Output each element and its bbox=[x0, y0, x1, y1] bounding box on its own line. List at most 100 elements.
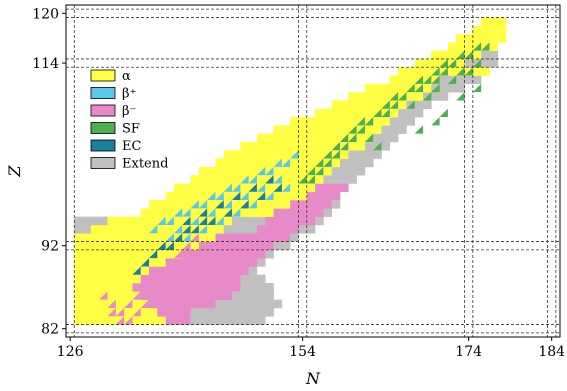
overlay-triangle-sf bbox=[306, 175, 316, 184]
nuclide-cell-alpha bbox=[74, 241, 200, 251]
overlay-triangle-bplus bbox=[173, 208, 183, 217]
overlay-triangle-bplus bbox=[182, 208, 191, 217]
decay-mode-overlays bbox=[99, 42, 490, 325]
nuclide-cell-bminus bbox=[215, 233, 291, 242]
overlay-triangle-bplus bbox=[232, 183, 241, 192]
overlay-triangle-bminus bbox=[182, 241, 191, 250]
nuclide-cell-extend bbox=[348, 150, 382, 159]
overlay-triangle-sf bbox=[323, 158, 332, 167]
overlay-triangle-ec bbox=[140, 258, 150, 267]
overlay-triangle-ec bbox=[165, 241, 174, 250]
legend-swatch-sf bbox=[90, 122, 116, 134]
nuclide-cell-extend bbox=[273, 241, 291, 251]
overlay-triangle-sf bbox=[472, 83, 482, 93]
nuclide-cell-extend bbox=[381, 125, 407, 134]
nuclide-cell-extend bbox=[464, 58, 499, 68]
overlay-triangle-sf bbox=[439, 108, 448, 118]
overlay-triangle-sf bbox=[356, 117, 365, 126]
y-tick-label: 82 bbox=[41, 322, 59, 338]
nuclide-cell-extend bbox=[74, 224, 92, 234]
overlay-triangle-bplus bbox=[256, 183, 266, 192]
nuclide-cell-extend bbox=[248, 266, 258, 276]
nuclide-cell-extend bbox=[331, 166, 366, 176]
nuclide-cell-alpha bbox=[472, 25, 507, 35]
y-tick-label: 120 bbox=[32, 6, 59, 22]
overlay-triangle-bminus bbox=[107, 299, 116, 308]
overlay-triangle-bplus bbox=[182, 233, 191, 242]
x-axis-label: N bbox=[305, 369, 321, 388]
overlay-triangle-bplus bbox=[248, 175, 257, 184]
overlay-triangle-bminus bbox=[190, 233, 199, 242]
overlay-triangle-bminus bbox=[182, 258, 191, 267]
overlay-triangle-bminus bbox=[165, 274, 174, 284]
overlay-triangle-ec bbox=[240, 200, 249, 209]
overlay-triangle-sf bbox=[315, 166, 324, 176]
legend-label-bplus: β⁺ bbox=[122, 87, 136, 102]
overlay-triangle-bplus bbox=[190, 200, 199, 209]
overlay-triangle-ec bbox=[182, 216, 191, 225]
overlay-triangle-ec bbox=[157, 241, 166, 250]
overlay-triangle-ec bbox=[173, 233, 183, 242]
overlay-triangle-bplus bbox=[207, 208, 216, 217]
overlay-triangle-bminus bbox=[165, 258, 174, 267]
nuclide-cell-extend bbox=[240, 274, 266, 284]
nuclide-cell-bminus bbox=[290, 200, 332, 209]
nuclide-cell-bminus bbox=[132, 283, 241, 292]
overlay-triangle-bminus bbox=[190, 249, 199, 259]
overlay-triangle-ec bbox=[207, 216, 216, 225]
overlay-triangle-sf bbox=[306, 166, 316, 176]
nuclide-cell-extend bbox=[481, 50, 499, 60]
nuclide-cell-alpha bbox=[290, 117, 391, 126]
x-tick-label: 126 bbox=[57, 344, 84, 360]
nuclide-cell-alpha bbox=[90, 224, 225, 234]
overlay-triangle-sf bbox=[414, 83, 424, 93]
overlay-triangle-sf bbox=[406, 100, 415, 109]
nuclide-cell-extend bbox=[190, 307, 274, 317]
nuclide-cell-extend bbox=[423, 92, 449, 101]
nuclide-cell-extend bbox=[323, 208, 332, 217]
overlay-triangle-sf bbox=[389, 92, 399, 101]
overlay-triangle-sf bbox=[298, 175, 307, 184]
x-tick-label: 184 bbox=[538, 344, 565, 360]
legend: α β⁺ β⁻ SF EC Extend bbox=[90, 69, 168, 172]
nuclide-cell-alpha bbox=[140, 208, 274, 217]
y-tick-label: 114 bbox=[32, 56, 59, 72]
legend-label-ec: EC bbox=[122, 139, 141, 154]
nuclide-cell-bminus bbox=[140, 291, 233, 300]
nuclide-cell-extend bbox=[323, 175, 357, 184]
overlay-triangle-bplus bbox=[281, 183, 291, 192]
overlay-triangle-bplus bbox=[215, 191, 224, 201]
overlay-triangle-bminus bbox=[99, 291, 108, 300]
legend-label-bminus: β⁻ bbox=[122, 104, 136, 119]
nuclide-cell-alpha bbox=[389, 75, 440, 85]
overlay-triangle-sf bbox=[364, 133, 374, 142]
nuclide-cell-bminus bbox=[306, 191, 341, 201]
overlay-triangle-sf bbox=[414, 75, 424, 84]
nuclide-cell-bminus bbox=[315, 183, 349, 193]
overlay-triangle-bplus bbox=[157, 216, 166, 225]
nuclide-cell-extend bbox=[232, 216, 266, 226]
x-tick-label: 154 bbox=[289, 344, 316, 360]
overlay-triangle-bplus bbox=[165, 233, 174, 242]
overlay-triangle-bminus bbox=[132, 307, 141, 317]
overlay-triangle-bplus bbox=[223, 200, 233, 209]
overlay-triangle-bplus bbox=[273, 175, 282, 184]
overlay-triangle-bplus bbox=[198, 224, 208, 234]
nuclide-cell-bminus bbox=[256, 224, 299, 234]
overlay-triangle-bminus bbox=[149, 274, 158, 284]
overlay-triangle-sf bbox=[398, 92, 407, 101]
overlay-triangle-bplus bbox=[207, 191, 216, 201]
plot-frame bbox=[65, 4, 561, 338]
overlay-triangle-bplus bbox=[273, 158, 282, 167]
nuclide-cell-alpha bbox=[74, 291, 142, 300]
nuclide-cell-extend bbox=[232, 291, 274, 300]
nuclide-cell-alpha bbox=[348, 92, 424, 101]
overlay-triangle-sf bbox=[373, 108, 382, 118]
nuclide-cell-alpha bbox=[315, 108, 399, 118]
nuclide-cell-extend bbox=[389, 117, 416, 126]
nuclide-cell-extend bbox=[290, 233, 299, 242]
overlay-triangle-sf bbox=[439, 58, 448, 68]
legend-label-alpha: α bbox=[122, 69, 131, 84]
nuclide-cell-extend bbox=[74, 216, 108, 226]
